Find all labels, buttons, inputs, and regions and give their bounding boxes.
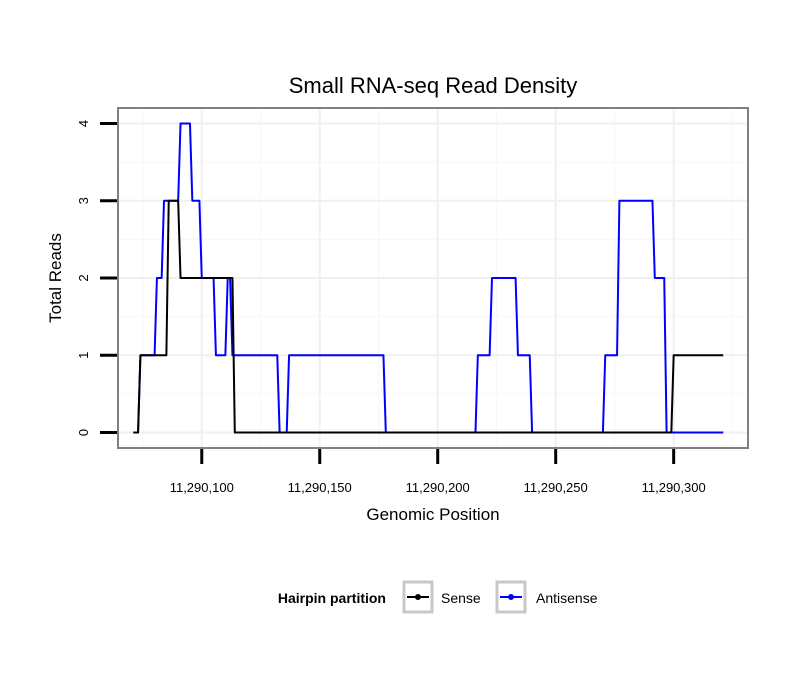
- x-tick-label: 11,290,250: [524, 480, 588, 495]
- x-tick-label: 11,290,150: [288, 480, 352, 495]
- y-tick-label: 0: [76, 429, 91, 436]
- x-tick-label: 11,290,200: [406, 480, 470, 495]
- chart-title: Small RNA-seq Read Density: [289, 73, 578, 98]
- legend-label-sense: Sense: [441, 590, 481, 606]
- legend-key-point: [508, 594, 514, 600]
- x-axis-label: Genomic Position: [366, 505, 499, 524]
- series-line-sense: [133, 199, 724, 434]
- y-axis: 0 1 2 3 4: [76, 120, 117, 436]
- legend-item-antisense: Antisense: [495, 580, 598, 614]
- legend-item-sense: Sense: [402, 580, 481, 614]
- plot-border: [117, 107, 749, 449]
- legend-label-antisense: Antisense: [536, 590, 598, 606]
- legend-key-point: [415, 594, 421, 600]
- y-tick-label: 4: [76, 120, 91, 127]
- x-axis: 11,290,100 11,290,150 11,290,200 11,290,250…: [170, 449, 706, 495]
- series-layer: [133, 122, 724, 434]
- y-tick-label: 1: [76, 352, 91, 359]
- y-tick-label: 3: [76, 197, 91, 204]
- x-tick-label: 11,290,100: [170, 480, 234, 495]
- legend: Hairpin partition Sense Antisense: [278, 580, 598, 614]
- x-tick-label: 11,290,300: [642, 480, 706, 495]
- legend-title: Hairpin partition: [278, 590, 386, 606]
- y-tick-label: 2: [76, 274, 91, 281]
- y-axis-label: Total Reads: [46, 233, 65, 323]
